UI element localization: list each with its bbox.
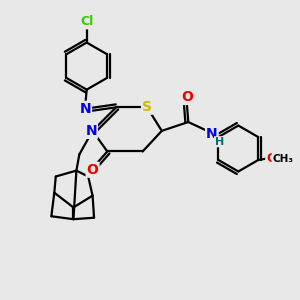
- Text: O: O: [266, 152, 277, 165]
- Text: N: N: [80, 102, 91, 116]
- Text: Cl: Cl: [80, 15, 93, 28]
- Text: O: O: [181, 90, 193, 104]
- Text: O: O: [87, 163, 98, 177]
- Text: N: N: [85, 124, 97, 138]
- Text: H: H: [214, 137, 224, 147]
- Text: CH₃: CH₃: [272, 154, 293, 164]
- Text: N: N: [206, 127, 218, 141]
- Text: S: S: [142, 100, 152, 114]
